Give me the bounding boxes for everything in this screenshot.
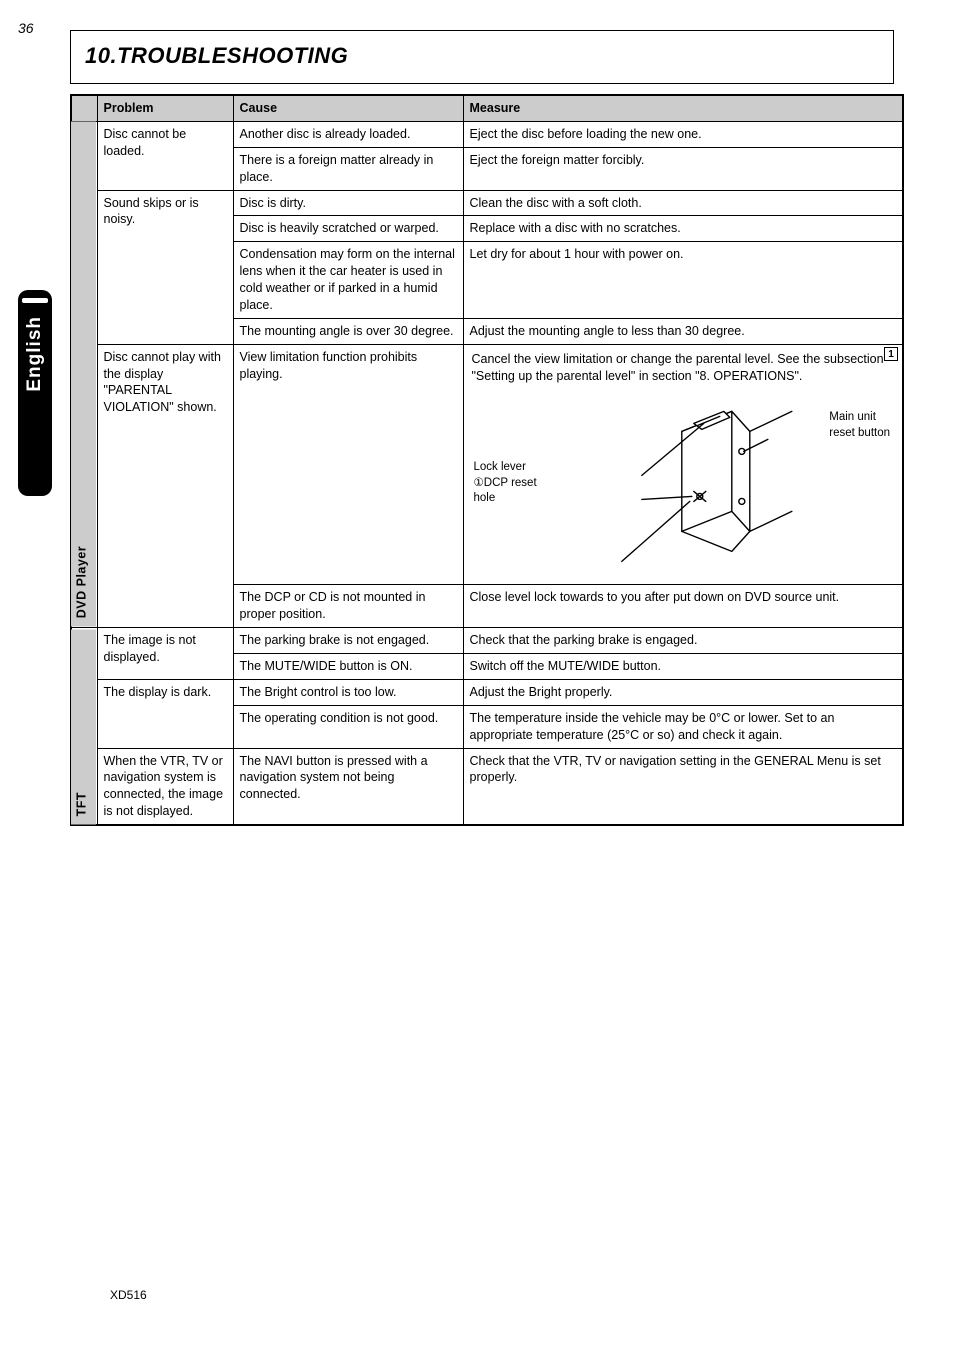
- language-tab: English: [18, 290, 52, 496]
- cell-measure: Clean the disc with a soft cloth.: [463, 190, 903, 216]
- table-row: Disc cannot play with the display "PAREN…: [71, 344, 903, 585]
- diagram-right-labels: Main unit reset button: [829, 410, 890, 441]
- table-row: Sound skips or is noisy. Disc is dirty. …: [71, 190, 903, 216]
- ref-number-icon: 1: [884, 347, 898, 361]
- header-cause: Cause: [233, 95, 463, 121]
- cell-measure: Replace with a disc with no scratches.: [463, 216, 903, 242]
- diagram-ref-box: 1: [884, 347, 898, 364]
- page-number: 36: [18, 20, 34, 36]
- header-measure: Measure: [463, 95, 903, 121]
- cell-measure: The temperature inside the vehicle may b…: [463, 705, 903, 748]
- language-tab-label: English: [24, 316, 46, 392]
- header-problem: Problem: [97, 95, 233, 121]
- cell-problem: The image is not displayed.: [97, 628, 233, 680]
- troubleshooting-table: Problem Cause Measure DVD Player Disc ca…: [70, 94, 904, 826]
- cell-cause: Another disc is already loaded.: [233, 121, 463, 147]
- label-main-unit: Main unit: [829, 411, 876, 423]
- cell-cause: View limitation function prohibits playi…: [233, 344, 463, 585]
- cell-cause: The DCP or CD is not mounted in proper p…: [233, 585, 463, 628]
- cell-measure: Check that the parking brake is engaged.: [463, 628, 903, 654]
- cell-cause: Disc is dirty.: [233, 190, 463, 216]
- cell-measure: Let dry for about 1 hour with power on.: [463, 242, 903, 319]
- diagram-container: Lock lever ①DCP reset hole Main unit res…: [472, 388, 895, 578]
- cell-cause: There is a foreign matter already in pla…: [233, 147, 463, 190]
- label-reset-button: reset button: [829, 427, 890, 439]
- cell-measure: Switch off the MUTE/WIDE button.: [463, 654, 903, 680]
- cell-problem: When the VTR, TV or navigation system is…: [97, 748, 233, 825]
- cell-cause: Disc is heavily scratched or warped.: [233, 216, 463, 242]
- unit-diagram-icon: [582, 402, 802, 572]
- cell-cause: The parking brake is not engaged.: [233, 628, 463, 654]
- cell-measure: Eject the disc before loading the new on…: [463, 121, 903, 147]
- label-dcp-reset: ①DCP reset: [474, 477, 537, 489]
- cell-problem: Disc cannot play with the display "PAREN…: [97, 344, 233, 628]
- table-row: DVD Player Disc cannot be loaded. Anothe…: [71, 121, 903, 147]
- section-title: 10.TROUBLESHOOTING: [85, 43, 879, 69]
- table-row: TFT The image is not displayed. The park…: [71, 628, 903, 654]
- diagram-left-labels: Lock lever ①DCP reset hole: [474, 460, 537, 507]
- cell-cause: Condensation may form on the internal le…: [233, 242, 463, 319]
- header-blank: [71, 95, 97, 121]
- cell-cause: The MUTE/WIDE button is ON.: [233, 654, 463, 680]
- cell-cause: The NAVI button is pressed with a naviga…: [233, 748, 463, 825]
- table-header-row: Problem Cause Measure: [71, 95, 903, 121]
- cell-measure: Adjust the mounting angle to less than 3…: [463, 318, 903, 344]
- diagram-top-text: Cancel the view limitation or change the…: [472, 351, 895, 385]
- cell-measure: Adjust the Bright properly.: [463, 679, 903, 705]
- cell-cause: The Bright control is too low.: [233, 679, 463, 705]
- tab-decor-bar: [22, 298, 48, 303]
- section-title-box: 10.TROUBLESHOOTING: [70, 30, 894, 84]
- cell-measure: Close level lock towards to you after pu…: [463, 585, 903, 628]
- cell-cause: The operating condition is not good.: [233, 705, 463, 748]
- group-label-dvd: DVD Player: [71, 121, 97, 627]
- label-hole: hole: [474, 492, 496, 504]
- cell-problem: Sound skips or is noisy.: [97, 190, 233, 344]
- cell-cause: The mounting angle is over 30 degree.: [233, 318, 463, 344]
- footer-model: XD516: [110, 1288, 147, 1302]
- table-row: When the VTR, TV or navigation system is…: [71, 748, 903, 825]
- cell-problem: The display is dark.: [97, 679, 233, 748]
- cell-measure: Check that the VTR, TV or navigation set…: [463, 748, 903, 825]
- cell-measure-with-diagram: Cancel the view limitation or change the…: [463, 344, 903, 585]
- group-label-tft: TFT: [71, 628, 97, 825]
- cell-measure: Eject the foreign matter forcibly.: [463, 147, 903, 190]
- cell-problem: Disc cannot be loaded.: [97, 121, 233, 190]
- label-lock-lever: Lock lever: [474, 461, 526, 473]
- table-row: The display is dark. The Bright control …: [71, 679, 903, 705]
